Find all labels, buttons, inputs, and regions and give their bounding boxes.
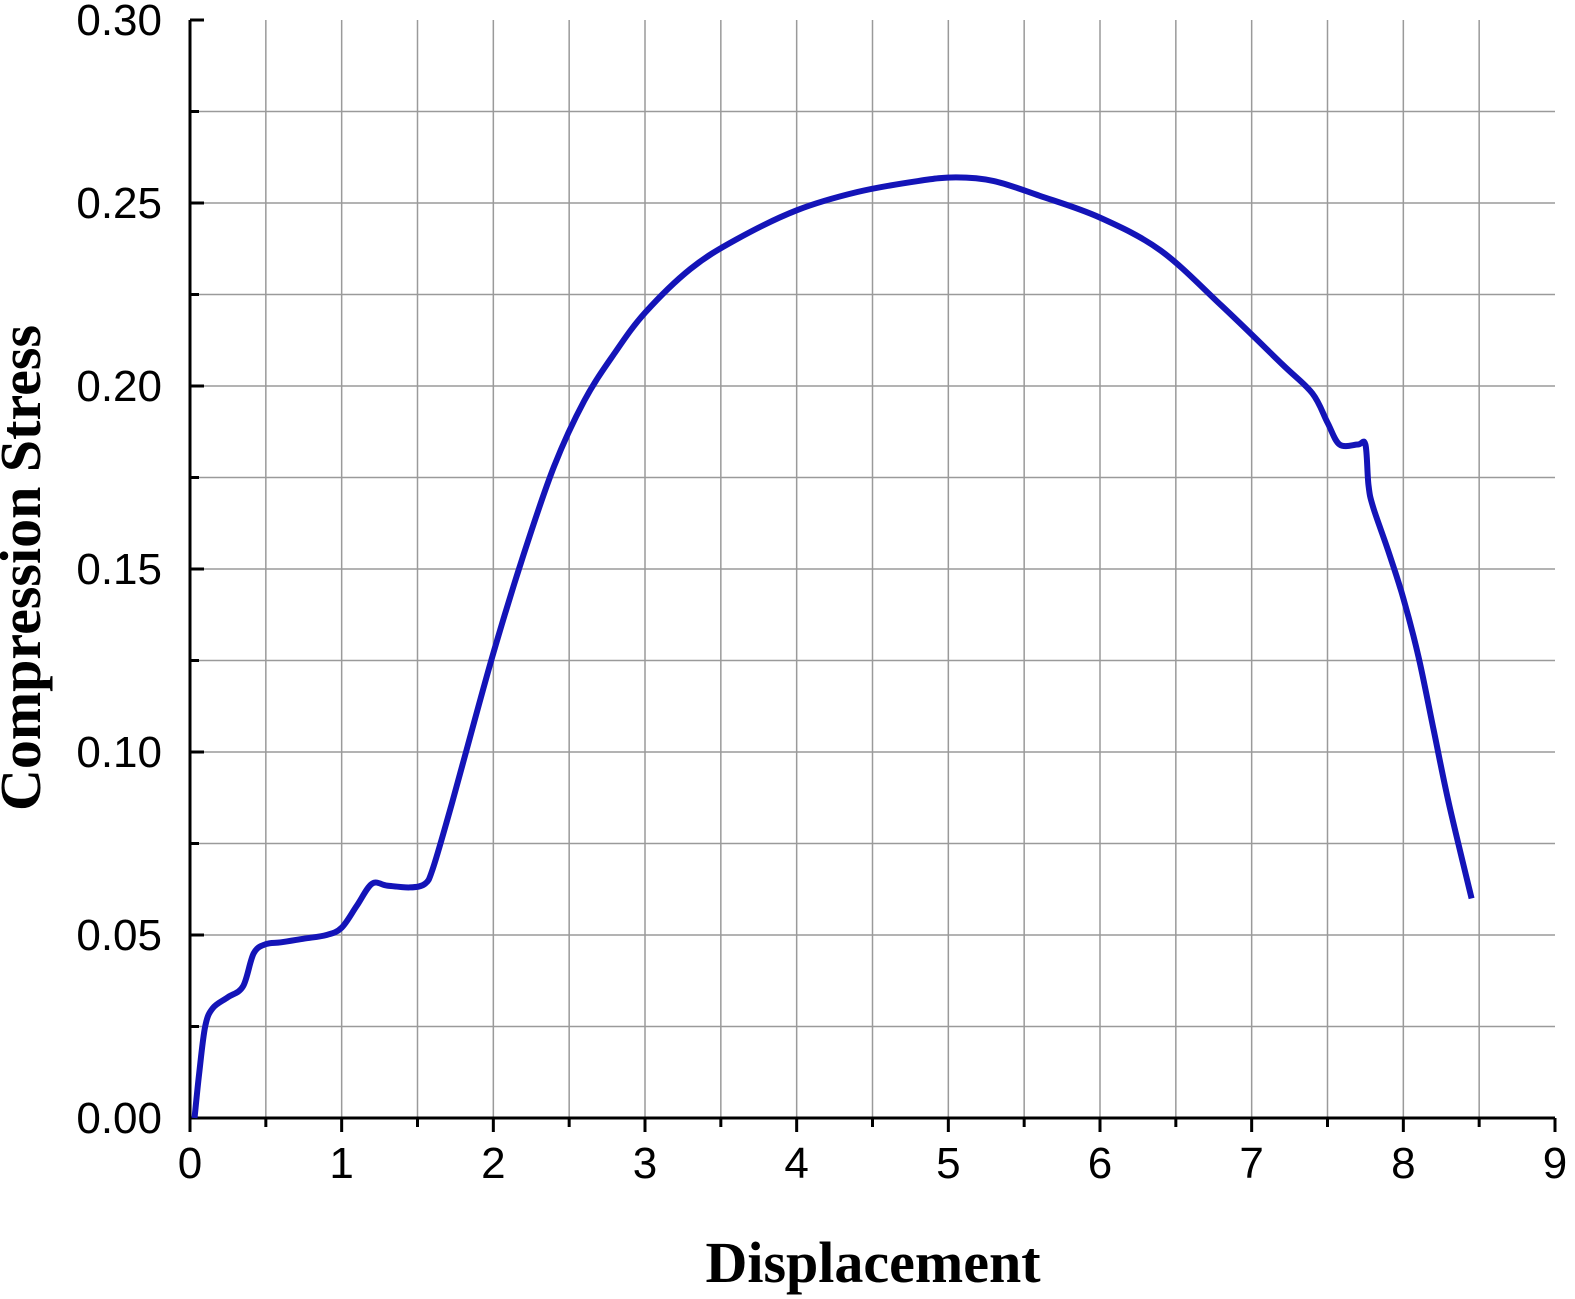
y-axis-title: Compression Stress — [0, 325, 53, 811]
y-tick-label: 0.00 — [76, 1094, 162, 1143]
x-tick-label: 5 — [936, 1139, 960, 1188]
tick-labels: 0 1 2 3 4 5 6 7 8 9 0.00 0.05 0.10 0.15 0.20 0.25 0.30 — [76, 0, 1567, 1188]
series-line — [191, 174, 1475, 1119]
y-tick-label: 0.30 — [76, 0, 162, 45]
x-tick-label: 0 — [178, 1139, 202, 1188]
grid — [190, 20, 1555, 1118]
x-axis-title: Displacement — [705, 1230, 1041, 1295]
x-tick-label: 1 — [329, 1139, 353, 1188]
axes — [188, 18, 1557, 1132]
x-tick-label: 4 — [784, 1139, 808, 1188]
series-layer — [191, 174, 1475, 1119]
x-tick-label: 9 — [1543, 1139, 1567, 1188]
x-tick-label: 8 — [1391, 1139, 1415, 1188]
y-tick-label: 0.15 — [76, 545, 162, 594]
y-tick-label: 0.25 — [76, 179, 162, 228]
y-tick-label: 0.10 — [76, 728, 162, 777]
x-tick-label: 2 — [481, 1139, 505, 1188]
x-tick-label: 6 — [1088, 1139, 1112, 1188]
x-tick-label: 3 — [633, 1139, 657, 1188]
y-tick-label: 0.20 — [76, 362, 162, 411]
x-tick-label: 7 — [1239, 1139, 1263, 1188]
y-tick-label: 0.05 — [76, 911, 162, 960]
